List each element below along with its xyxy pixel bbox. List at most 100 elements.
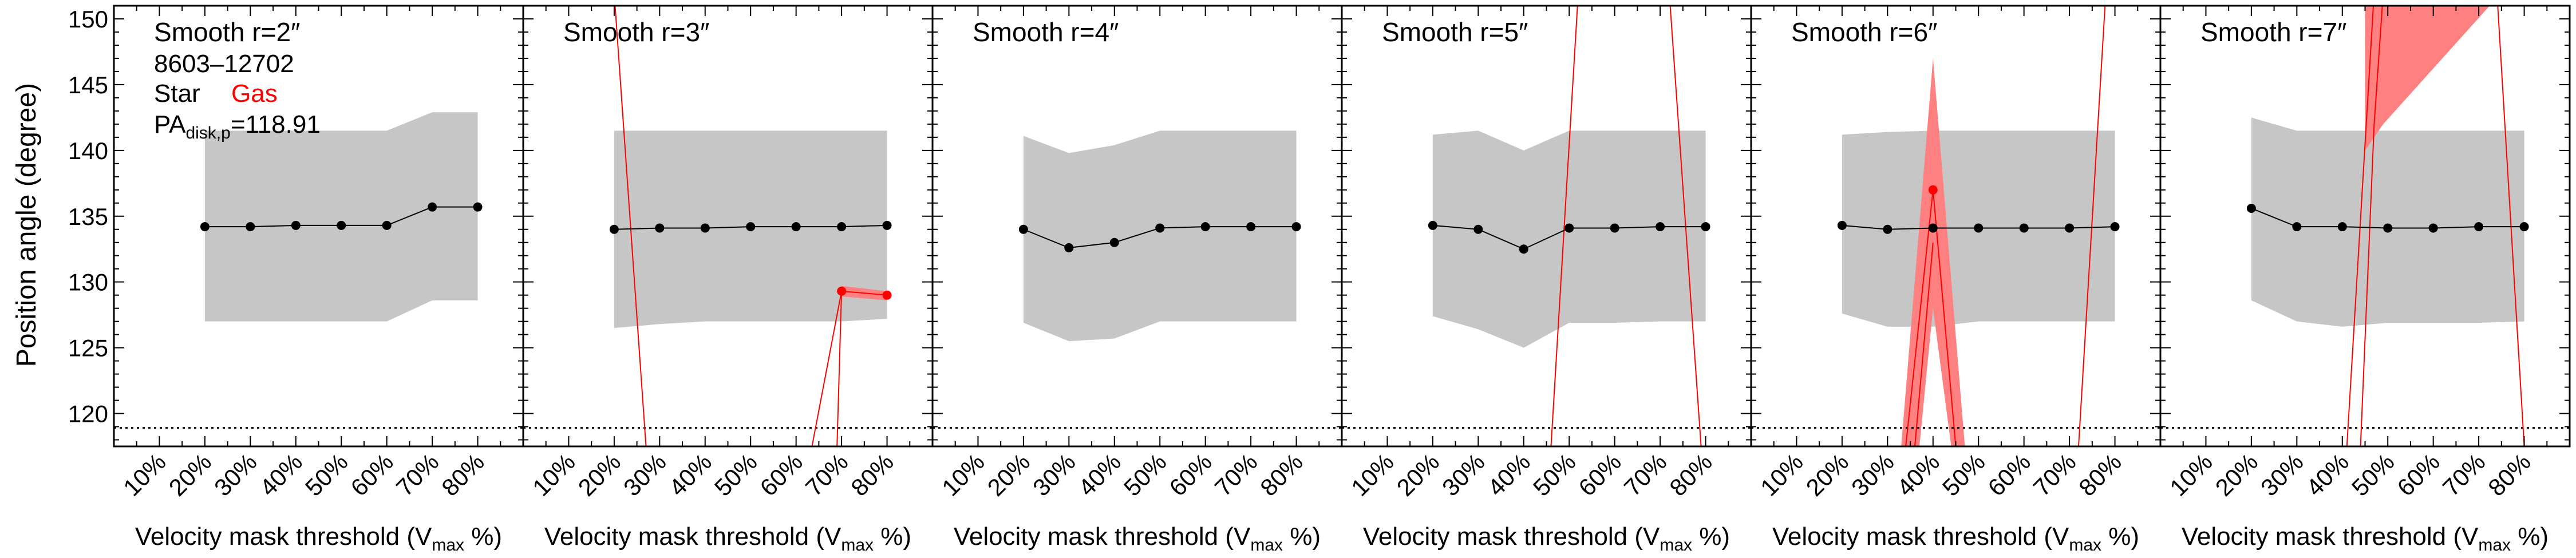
star-point [1610, 223, 1619, 233]
x-tick-label: 10% [118, 448, 171, 501]
gas-line [841, 290, 887, 296]
x-tick-label: 80% [1664, 448, 1717, 501]
x-tick-label: 70% [1210, 448, 1263, 501]
y-axis-label: Position angle (degree) [11, 83, 42, 367]
x-tick-label: 30% [209, 448, 262, 501]
star-point [2383, 223, 2393, 233]
star-point [382, 220, 392, 230]
gas-line [1550, 6, 1578, 446]
x-tick-label: 60% [2392, 448, 2445, 501]
y-tick-label: 145 [68, 72, 108, 98]
x-tick-label: 20% [1801, 448, 1854, 501]
x-tick-label: 50% [2346, 448, 2400, 501]
x-tick-label: 30% [1437, 448, 1490, 501]
star-point [2337, 222, 2347, 232]
star-point [1837, 220, 1847, 230]
x-tick-label: 40% [1073, 448, 1126, 501]
plot-area [1342, 6, 1751, 446]
star-point [791, 222, 801, 232]
x-tick-label: 20% [573, 448, 626, 501]
star-point [2246, 203, 2256, 213]
x-tick-label: 30% [1028, 448, 1081, 501]
legend-gas: Gas [231, 80, 278, 108]
plot-area [2160, 6, 2570, 446]
star-point [473, 202, 483, 212]
y-tick-label: 135 [68, 203, 108, 230]
x-tick-label: 70% [1619, 448, 1672, 501]
x-tick-label: 80% [1255, 448, 1308, 501]
y-tick-label: 140 [68, 137, 108, 164]
star-point [246, 222, 255, 232]
plot-area [114, 112, 523, 429]
x-tick-label: 50% [1937, 448, 1990, 501]
pa-label: PAdisk,p=118.91 [154, 110, 321, 143]
star-point [1928, 223, 1938, 233]
gas-line [2497, 6, 2525, 446]
gas-point [1928, 185, 1938, 195]
star-uncertainty-band [204, 112, 478, 322]
star-point [2292, 222, 2302, 232]
star-point [1291, 222, 1301, 232]
x-tick-label: 50% [709, 448, 762, 501]
x-tick-label: 20% [982, 448, 1036, 501]
panels: 12012513013514014515010%20%30%40%50%60%7… [68, 5, 2571, 555]
x-tick-label: 30% [1846, 448, 1899, 501]
panel-1: 120 125 130 135 140 145 150 10%20%30%40%50%60%7… [68, 5, 524, 555]
x-axis-label: Velocity mask threshold (Vmax %) [954, 523, 1321, 555]
x-tick-label: 10% [2164, 448, 2218, 501]
star-point [2519, 222, 2529, 232]
x-tick-label: 50% [300, 448, 353, 501]
x-tick-label: 60% [345, 448, 398, 501]
star-point [746, 222, 756, 232]
x-tick-label: 50% [1528, 448, 1581, 501]
panel-title: Smooth r=5″ [1382, 17, 1528, 47]
plot-area [933, 130, 1342, 429]
panel-4: 10%20%30%40%50%60%70%80% Velocity mask th… [1341, 5, 1752, 555]
gas-line [836, 291, 843, 446]
legend-star: Star [154, 80, 200, 108]
star-point [2019, 223, 2029, 233]
x-tick-label: 20% [2210, 448, 2263, 501]
gas-line [2346, 6, 2374, 446]
x-tick-label: 40% [1482, 448, 1535, 501]
panel-title: Smooth r=7″ [2200, 17, 2346, 47]
star-point [2474, 222, 2484, 232]
x-tick-label: 60% [754, 448, 808, 501]
panel-title: Smooth r=2″ [154, 17, 300, 47]
x-tick-label: 30% [618, 448, 671, 501]
gas-point [837, 286, 847, 296]
gas-line [1914, 242, 1934, 446]
star-point [1701, 222, 1710, 232]
star-point [1656, 222, 1665, 232]
star-point [1428, 220, 1437, 230]
x-axis-label: Velocity mask threshold (Vmax %) [2182, 523, 2549, 555]
star-point [1109, 238, 1119, 247]
x-tick-label: 60% [1573, 448, 1626, 501]
x-tick-label: 70% [2437, 448, 2491, 501]
star-point [837, 222, 847, 232]
panel-2: 10%20%30%40%50%60%70%80% Velocity mask th… [522, 5, 934, 555]
x-tick-label: 10% [1755, 448, 1808, 501]
x-tick-label: 70% [391, 448, 444, 501]
x-tick-label: 10% [527, 448, 580, 501]
x-tick-label: 20% [1392, 448, 1445, 501]
gas-point [882, 290, 892, 300]
star-point [700, 223, 710, 233]
x-tick-label: 70% [800, 448, 854, 501]
star-point [609, 224, 619, 234]
gas-line [1932, 189, 1957, 446]
galaxy-id: 8603–12702 [154, 50, 294, 78]
panel-frame [2159, 5, 2571, 448]
star-point [1064, 243, 1074, 252]
x-tick-label: 30% [2255, 448, 2309, 501]
x-tick-label: 80% [846, 448, 899, 501]
star-point [428, 202, 437, 212]
star-point [2428, 223, 2438, 233]
star-point [1883, 224, 1893, 234]
star-point [1200, 222, 1210, 232]
x-tick-label: 40% [254, 448, 307, 501]
panel-5: 10%20%30%40%50%60%70%80% Velocity mask th… [1750, 5, 2162, 555]
gas-line [1669, 6, 1702, 446]
x-axis-label: Velocity mask threshold (Vmax %) [1772, 523, 2139, 555]
